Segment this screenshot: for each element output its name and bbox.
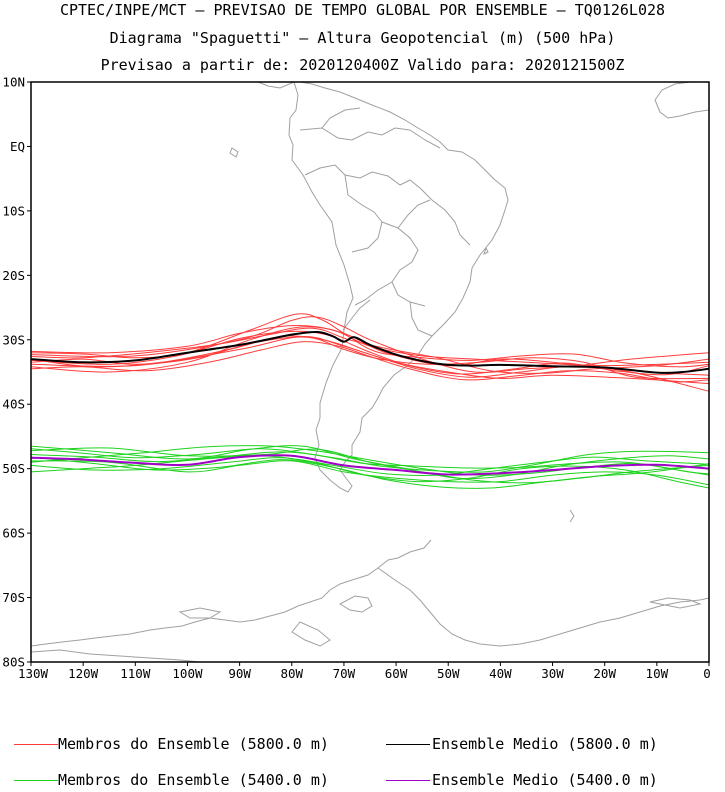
legend-item-mean-5400: Ensemble Medio (5400.0 m)	[382, 771, 722, 791]
legend-swatch-mean-5400	[386, 780, 430, 781]
ensemble-mean-5400-line	[31, 454, 709, 476]
lat-label: 80S	[2, 655, 25, 670]
legend-swatch-members-5400	[14, 780, 58, 781]
legend-label-mean-5400: Ensemble Medio (5400.0 m)	[432, 771, 658, 789]
lon-label: 60W	[385, 666, 408, 681]
member-5400-line-9	[31, 448, 709, 476]
member-5400-line-8	[31, 456, 709, 489]
ensemble-mean-5800-line	[31, 330, 709, 374]
lat-label: EQ	[10, 139, 25, 154]
lon-label: 70W	[333, 666, 356, 681]
lon-label: 50W	[437, 666, 460, 681]
lon-label: 110W	[120, 666, 151, 681]
header-line-2: Diagrama "Spaguetti" — Altura Geopotenci…	[109, 29, 616, 47]
member-5800-line-4	[31, 325, 709, 367]
lon-label: 10W	[646, 666, 669, 681]
member-5800-line-5	[31, 335, 709, 378]
lon-label: 40W	[489, 666, 512, 681]
lat-label: 10S	[2, 203, 25, 218]
member-5400-line-4	[31, 456, 709, 477]
member-5400-line-6	[31, 450, 709, 473]
lon-label: 120W	[68, 666, 99, 681]
lon-label: 100W	[172, 666, 203, 681]
lat-label: 40S	[2, 397, 25, 412]
lat-label: 60S	[2, 526, 25, 541]
lat-label: 30S	[2, 332, 25, 347]
member-5400-line-5	[31, 455, 709, 489]
legend-swatch-members-5800	[14, 744, 58, 745]
lat-label: 20S	[2, 268, 25, 283]
map-frame	[30, 81, 710, 663]
legend-label-mean-5800: Ensemble Medio (5800.0 m)	[432, 735, 658, 753]
member-5800-line-10	[31, 341, 709, 383]
axis-ticks	[27, 81, 710, 666]
legend-label-members-5400: Membros do Ensemble (5400.0 m)	[58, 771, 329, 789]
lon-label: 30W	[541, 666, 564, 681]
legend-label-members-5800: Membros do Ensemble (5800.0 m)	[58, 735, 329, 753]
lon-label: 130W	[18, 666, 49, 681]
contour-lines	[31, 313, 709, 489]
lon-label: 90W	[228, 666, 251, 681]
header-line-3: Previsao a partir de: 2020120400Z Valido…	[100, 56, 625, 74]
legend-item-members-5400: Membros do Ensemble (5400.0 m)	[10, 771, 370, 791]
lat-label: 70S	[2, 590, 25, 605]
lon-label: 80W	[280, 666, 303, 681]
legend-swatch-mean-5800	[386, 744, 430, 745]
header-line-1: CPTEC/INPE/MCT — PREVISAO DE TEMPO GLOBA…	[59, 1, 666, 19]
lon-label: 20W	[593, 666, 616, 681]
legend-item-members-5800: Membros do Ensemble (5800.0 m)	[10, 735, 370, 755]
lon-label: 0	[703, 666, 711, 681]
member-5800-line-8	[31, 330, 709, 376]
member-5800-line-7	[31, 336, 709, 380]
member-5400-line-2	[31, 460, 709, 486]
coastline-map	[31, 82, 709, 662]
legend-item-mean-5800: Ensemble Medio (5800.0 m)	[382, 735, 722, 755]
lat-label: 10N	[2, 75, 25, 90]
lat-label: 50S	[2, 461, 25, 476]
